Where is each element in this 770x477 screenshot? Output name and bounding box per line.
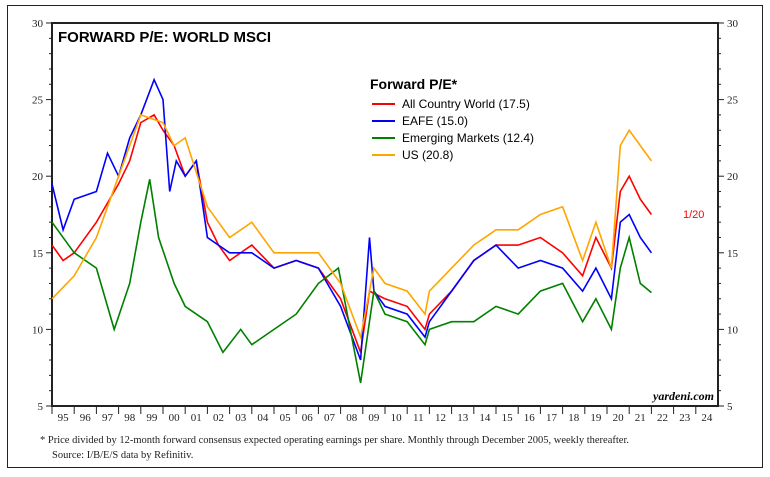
x-tick-label: 99 (146, 412, 158, 424)
chart-frame (7, 5, 763, 468)
x-tick-label: 96 (80, 412, 92, 424)
legend-item: EAFE (15.0) (402, 114, 468, 128)
x-tick-label: 17 (546, 412, 558, 424)
x-tick-label: 22 (657, 412, 668, 424)
x-tick-label: 19 (590, 412, 602, 424)
y-tick-label-right: 5 (727, 401, 733, 413)
x-tick-label: 00 (169, 412, 181, 424)
x-tick-label: 23 (679, 412, 691, 424)
series-line-3 (51, 113, 653, 341)
x-tick-label: 04 (257, 412, 269, 424)
legend: Forward P/E* All Country World (17.5) EAF… (370, 76, 534, 162)
x-tick-label: 02 (213, 412, 224, 424)
legend-item: US (20.8) (402, 148, 453, 162)
x-tick-label: 21 (635, 412, 646, 424)
x-tick-label: 18 (568, 412, 580, 424)
x-tick-label: 15 (502, 412, 514, 424)
y-tick-label-left: 20 (32, 171, 44, 183)
source-note: Source: I/B/E/S data by Refinitiv. (52, 450, 193, 461)
x-tick-label: 09 (368, 412, 380, 424)
chart-title: FORWARD P/E: WORLD MSCI (58, 29, 271, 46)
x-tick-label: 07 (324, 412, 336, 424)
y-tick-label-right: 25 (727, 95, 739, 107)
x-tick-label: 01 (191, 412, 202, 424)
x-tick-label: 16 (524, 412, 536, 424)
y-tick-label-right: 30 (727, 18, 739, 30)
x-tick-label: 12 (435, 412, 446, 424)
footnote: * Price divided by 12-month forward cons… (40, 435, 629, 446)
legend-item: All Country World (17.5) (402, 97, 530, 111)
legend-item: Emerging Markets (12.4) (402, 131, 534, 145)
x-tick-label: 97 (102, 412, 114, 424)
y-tick-label-right: 10 (727, 324, 739, 336)
y-tick-label-left: 25 (32, 95, 44, 107)
series-line-0 (51, 113, 653, 353)
x-tick-label: 03 (235, 412, 247, 424)
series-line-1 (51, 77, 653, 361)
y-tick-label-left: 10 (32, 324, 44, 336)
x-tick-label: 24 (701, 412, 713, 424)
x-tick-label: 95 (58, 412, 70, 424)
x-tick-label: 14 (479, 412, 491, 424)
y-tick-label-left: 30 (32, 18, 44, 30)
x-tick-label: 20 (613, 412, 625, 424)
series-line-2 (51, 179, 652, 384)
x-tick-label: 06 (302, 412, 314, 424)
x-tick-label: 11 (413, 412, 424, 424)
legend-title: Forward P/E* (370, 76, 458, 92)
x-tick-label: 08 (346, 412, 358, 424)
y-tick-label-right: 15 (727, 248, 739, 260)
watermark: yardeni.com (651, 389, 714, 403)
y-tick-label-left: 15 (32, 248, 44, 260)
annotation-label: 1/20 (683, 209, 704, 221)
x-tick-label: 13 (457, 412, 469, 424)
y-tick-label-right: 20 (727, 171, 739, 183)
x-tick-label: 10 (391, 412, 403, 424)
y-tick-label-left: 5 (38, 401, 44, 413)
x-tick-label: 98 (124, 412, 136, 424)
x-tick-label: 05 (280, 412, 292, 424)
